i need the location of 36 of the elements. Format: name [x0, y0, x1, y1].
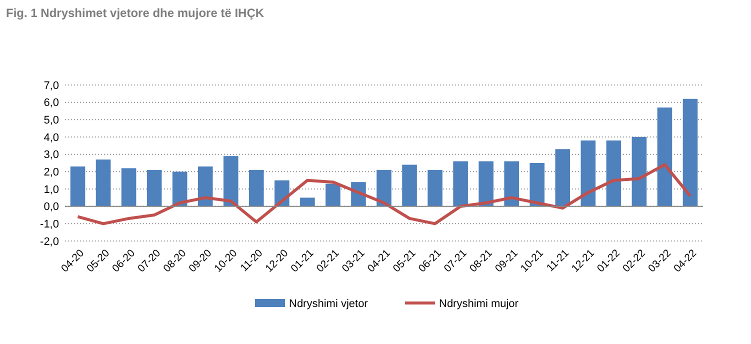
- bar: [453, 161, 468, 206]
- bar: [300, 198, 315, 206]
- bar: [223, 156, 238, 206]
- bar: [657, 108, 672, 206]
- bar: [70, 166, 86, 206]
- y-tick-label: -2,0: [40, 236, 59, 248]
- bar: [146, 170, 162, 206]
- bar: [198, 166, 213, 206]
- y-tick-label: 3,0: [44, 149, 59, 162]
- bar: [682, 98, 698, 206]
- bar: [504, 161, 519, 206]
- bar: [402, 164, 417, 206]
- y-tick-label: 4,0: [44, 132, 59, 144]
- bar: [376, 170, 392, 206]
- bar: [530, 163, 545, 206]
- y-tick-label: -1,0: [40, 218, 59, 231]
- bar: [96, 160, 111, 206]
- y-tick-label: 7,0: [44, 80, 59, 92]
- y-tick-label: 1,0: [44, 184, 59, 196]
- bar: [428, 170, 442, 206]
- line-series: [76, 163, 692, 226]
- bar: [121, 168, 136, 206]
- y-tick-label: 0,0: [44, 201, 59, 214]
- legend-label: Ndryshimi vjetor: [289, 298, 368, 310]
- bar: [249, 170, 264, 206]
- bar: [606, 140, 622, 206]
- y-tick-label: 2,0: [44, 166, 59, 179]
- y-tick-label: 5,0: [44, 114, 59, 127]
- bar: [326, 184, 340, 206]
- chart-title: Fig. 1 Ndryshimet vjetore dhe mujore të IHÇK: [6, 6, 264, 20]
- bar: [555, 149, 570, 206]
- legend-label: Ndryshimi mujor: [439, 298, 519, 310]
- y-tick-label: 6,0: [44, 97, 59, 110]
- bar: [580, 140, 596, 206]
- bar: [632, 137, 647, 206]
- bar: [478, 161, 494, 206]
